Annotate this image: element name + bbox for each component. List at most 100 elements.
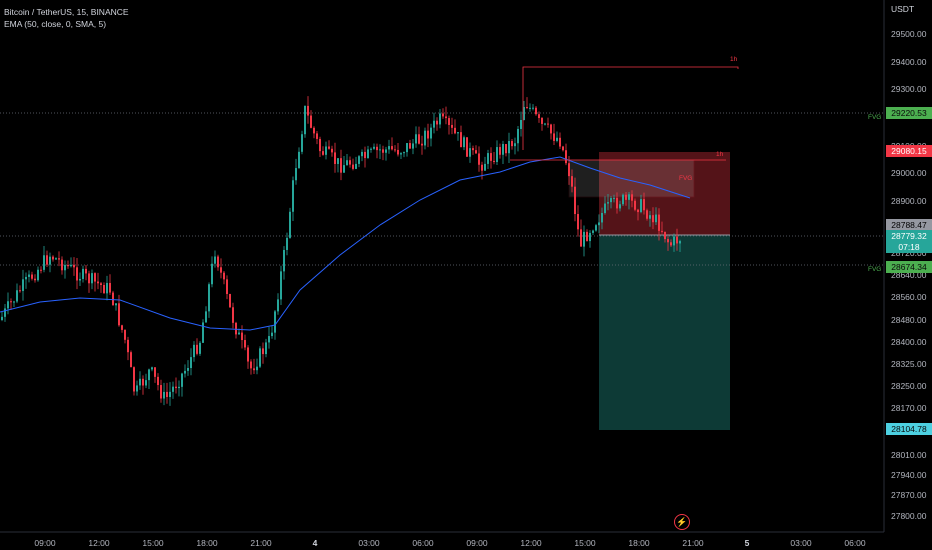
candle-body — [550, 124, 552, 134]
candle-body — [91, 273, 93, 284]
candle-body — [88, 273, 90, 284]
symbol-legend[interactable]: Bitcoin / TetherUS, 15, BINANCE — [4, 7, 129, 17]
candle-body — [271, 332, 273, 337]
candle-body — [160, 385, 162, 399]
candle-body — [586, 231, 588, 242]
candle-body — [469, 148, 471, 157]
candle-body — [418, 134, 420, 144]
candle-body — [211, 263, 213, 285]
candle-body — [376, 146, 378, 151]
candle-body — [415, 134, 417, 144]
fvg-label-bottom: FVG — [868, 266, 882, 273]
lightning-icon[interactable]: ⚡ — [674, 514, 690, 530]
candle-body — [250, 361, 252, 369]
price-tick: 28170.00 — [891, 403, 927, 413]
candle-body — [328, 146, 330, 149]
candle-body — [406, 143, 408, 153]
candle-body — [364, 151, 366, 159]
candle-body — [76, 267, 78, 281]
candle-body — [142, 378, 144, 386]
candle-body — [112, 292, 114, 306]
candle-body — [118, 303, 120, 326]
price-tag-current[interactable]: 28779.32 — [886, 230, 932, 242]
candle-body — [280, 271, 282, 300]
candle-body — [295, 168, 297, 181]
time-tick: 03:00 — [358, 538, 380, 548]
candle-body — [484, 163, 486, 171]
candle-body — [529, 107, 531, 109]
candle-body — [571, 176, 573, 187]
candle-body — [184, 370, 186, 374]
candle-body — [478, 153, 480, 165]
candle-body — [31, 274, 33, 279]
candle-body — [601, 213, 603, 223]
candle-body — [226, 279, 228, 295]
candle-body — [139, 378, 141, 386]
candle-body — [514, 143, 516, 147]
candle-body — [262, 348, 264, 355]
candle-body — [646, 210, 648, 219]
candle-body — [22, 279, 24, 291]
indicator-legend[interactable]: EMA (50, close, 0, SMA, 5) — [4, 19, 107, 29]
candle-body — [319, 138, 321, 152]
candle-body — [217, 256, 219, 268]
candle-body — [235, 322, 237, 335]
candle-body — [634, 200, 636, 210]
candle-body — [538, 114, 540, 119]
candle-body — [145, 380, 147, 386]
candle-body — [454, 127, 456, 134]
candle-body — [337, 158, 339, 164]
time-tick: 09:00 — [34, 538, 56, 548]
candle-body — [70, 264, 72, 267]
candle-body — [73, 264, 75, 268]
price-tick: 27870.00 — [891, 490, 927, 500]
candle-body — [598, 222, 600, 226]
target-zone — [599, 235, 730, 430]
time-tick: 12:00 — [520, 538, 542, 548]
price-tag-fvg-low[interactable]: 28674.34 — [886, 261, 932, 273]
candle-body — [547, 123, 549, 125]
price-tag-target[interactable]: 28104.78 — [886, 423, 932, 435]
candle-body — [247, 347, 249, 362]
time-tick: 21:00 — [250, 538, 272, 548]
candle-body — [655, 214, 657, 223]
candle-body — [67, 264, 69, 267]
candle-body — [475, 150, 477, 154]
candle-body — [565, 150, 567, 164]
candle-body — [649, 215, 651, 219]
candle-body — [580, 229, 582, 247]
time-tick: 06:00 — [844, 538, 866, 548]
candle-body — [604, 203, 606, 214]
candle-body — [307, 105, 309, 116]
price-tick: 28480.00 — [891, 315, 927, 325]
price-tick: 29000.00 — [891, 168, 927, 178]
candle-body — [535, 107, 537, 115]
candle-body — [436, 120, 438, 125]
time-tick: 15:00 — [142, 538, 164, 548]
candle-body — [553, 133, 555, 141]
price-tag-fvg-high[interactable]: 29220.53 — [886, 107, 932, 119]
candle-body — [358, 156, 360, 164]
price-tag-red-level[interactable]: 29080.15 — [886, 145, 932, 157]
ema-line — [0, 156, 691, 331]
candle-body — [643, 199, 645, 211]
price-tick: 28325.00 — [891, 359, 927, 369]
currency-label[interactable]: USDT — [891, 4, 915, 14]
candle-body — [616, 197, 618, 209]
price-tag-stop[interactable]: 28788.47 — [886, 219, 932, 231]
candle-body — [346, 160, 348, 166]
candle-body — [427, 130, 429, 139]
candle-body — [289, 211, 291, 238]
candle-body — [673, 236, 675, 246]
candle-body — [178, 386, 180, 389]
high-label-1h-2: 1h — [716, 151, 724, 158]
candle-body — [412, 143, 414, 149]
time-tick: 18:00 — [628, 538, 650, 548]
time-tick: 18:00 — [196, 538, 218, 548]
candle-body — [181, 373, 183, 387]
price-tick: 27800.00 — [891, 511, 927, 521]
candle-body — [496, 147, 498, 162]
candle-body — [298, 151, 300, 169]
candle-body — [205, 311, 207, 323]
